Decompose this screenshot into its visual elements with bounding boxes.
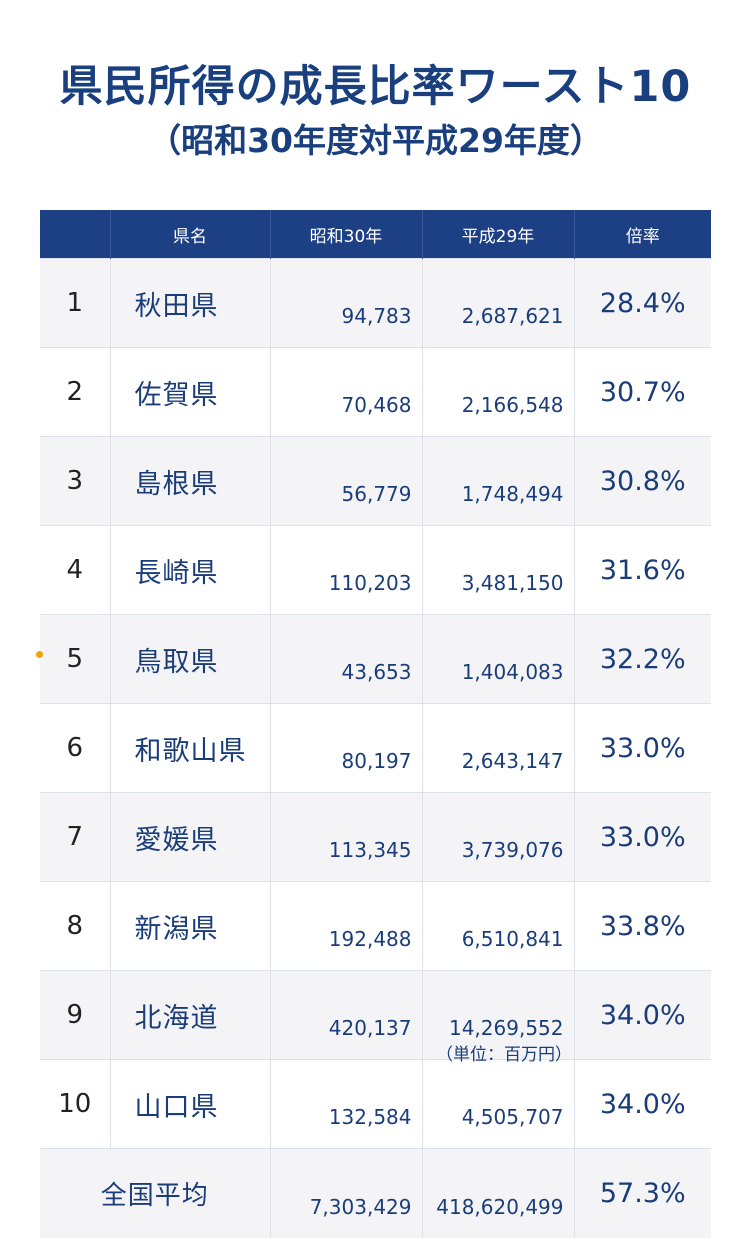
table-header-row: 県名 昭和30年 平成29年 倍率 bbox=[40, 210, 711, 259]
header-showa30: 昭和30年 bbox=[270, 210, 422, 259]
prefecture-cell: 和歌山県 bbox=[110, 704, 270, 793]
national-average-row: 全国平均 7,303,429 418,620,499 57.3% bbox=[40, 1149, 711, 1238]
showa30-value-cell: 94,783 bbox=[270, 259, 422, 348]
heisei29-value-cell: 6,510,841 bbox=[422, 882, 574, 971]
unit-note: （単位：百万円） bbox=[436, 1040, 572, 1065]
rank-cell: 7 bbox=[40, 793, 110, 882]
prefecture-cell: 山口県 bbox=[110, 1060, 270, 1149]
showa30-value-cell: 110,203 bbox=[270, 526, 422, 615]
prefecture-cell: 新潟県 bbox=[110, 882, 270, 971]
average-ratio-value: 57.3% bbox=[574, 1149, 711, 1238]
row-marker-dot bbox=[36, 651, 43, 658]
showa30-value-cell: 420,137 bbox=[270, 971, 422, 1060]
heisei29-value-cell: 2,687,621 bbox=[422, 259, 574, 348]
rank-cell: 1 bbox=[40, 259, 110, 348]
rank-cell: 3 bbox=[40, 437, 110, 526]
prefecture-cell: 愛媛県 bbox=[110, 793, 270, 882]
showa30-value-cell: 192,488 bbox=[270, 882, 422, 971]
ratio-cell: 32.2% bbox=[574, 615, 711, 704]
average-showa30-value: 7,303,429 bbox=[270, 1149, 422, 1238]
showa30-value-cell: 80,197 bbox=[270, 704, 422, 793]
header-heisei29: 平成29年 bbox=[422, 210, 574, 259]
heisei29-value-cell: 3,739,076 bbox=[422, 793, 574, 882]
showa30-value-cell: 70,468 bbox=[270, 348, 422, 437]
heisei29-value-cell: 4,505,707 bbox=[422, 1060, 574, 1149]
rank-cell: 4 bbox=[40, 526, 110, 615]
heisei29-value-cell: 2,166,548 bbox=[422, 348, 574, 437]
chart-subtitle: （昭和30年度対平成29年度） bbox=[0, 114, 751, 162]
header-rank bbox=[40, 210, 110, 259]
ratio-cell: 30.7% bbox=[574, 348, 711, 437]
ratio-cell: 30.8% bbox=[574, 437, 711, 526]
showa30-value-cell: 132,584 bbox=[270, 1060, 422, 1149]
showa30-value-cell: 113,345 bbox=[270, 793, 422, 882]
header-ratio: 倍率 bbox=[574, 210, 711, 259]
prefecture-cell: 長崎県 bbox=[110, 526, 270, 615]
prefecture-cell: 北海道 bbox=[110, 971, 270, 1060]
prefecture-cell: 秋田県 bbox=[110, 259, 270, 348]
rank-cell: 10 bbox=[40, 1060, 110, 1149]
header-prefecture: 県名 bbox=[110, 210, 270, 259]
showa30-value-cell: 56,779 bbox=[270, 437, 422, 526]
prefecture-cell: 佐賀県 bbox=[110, 348, 270, 437]
heisei29-value-cell: 1,748,494 bbox=[422, 437, 574, 526]
rank-cell: 6 bbox=[40, 704, 110, 793]
prefecture-cell: 鳥取県 bbox=[110, 615, 270, 704]
ratio-cell: 34.0% bbox=[574, 971, 711, 1060]
rank-cell: 5 bbox=[40, 615, 110, 704]
rank-cell: 9 bbox=[40, 971, 110, 1060]
ratio-cell: 28.4% bbox=[574, 259, 711, 348]
rank-cell: 8 bbox=[40, 882, 110, 971]
rank-cell: 2 bbox=[40, 348, 110, 437]
ratio-cell: 33.0% bbox=[574, 793, 711, 882]
ratio-cell: 33.0% bbox=[574, 704, 711, 793]
average-label: 全国平均 bbox=[40, 1149, 270, 1238]
chart-title: 県民所得の成長比率ワースト10 bbox=[0, 52, 751, 114]
ratio-cell: 33.8% bbox=[574, 882, 711, 971]
heisei29-value-cell: 1,404,083 bbox=[422, 615, 574, 704]
ratio-cell: 31.6% bbox=[574, 526, 711, 615]
heisei29-value-cell: 2,643,147 bbox=[422, 704, 574, 793]
heisei29-value-cell: 3,481,150 bbox=[422, 526, 574, 615]
prefecture-cell: 島根県 bbox=[110, 437, 270, 526]
showa30-value-cell: 43,653 bbox=[270, 615, 422, 704]
average-heisei29-value: 418,620,499 bbox=[422, 1149, 574, 1238]
ratio-cell: 34.0% bbox=[574, 1060, 711, 1149]
